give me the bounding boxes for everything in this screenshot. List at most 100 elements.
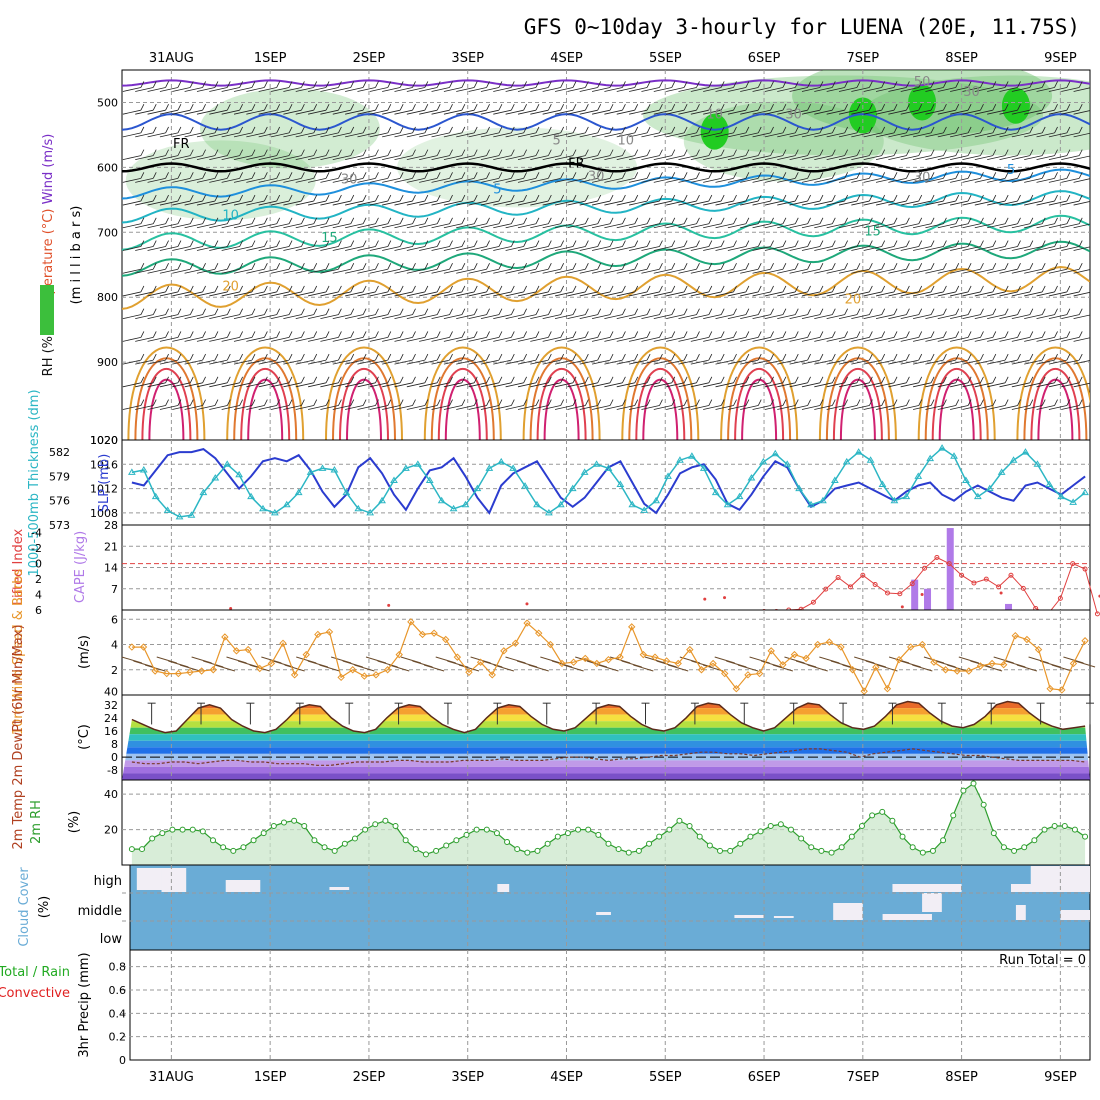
wind-barb-flag <box>313 399 318 406</box>
wind-barb-flag <box>189 104 194 111</box>
wind-barb <box>147 268 166 274</box>
wind-barb <box>666 291 685 297</box>
wind-barb <box>900 268 919 274</box>
wind-barb-flag <box>325 104 330 111</box>
wind-barb-flag <box>782 149 787 156</box>
cape-bar <box>1005 603 1013 610</box>
wind-barb-flag <box>807 194 811 202</box>
wind-barb <box>394 223 413 229</box>
wind-barb-flag <box>683 104 688 111</box>
wind-barb <box>270 382 290 388</box>
wind-barb-flag <box>535 104 540 111</box>
wind-barb-flag <box>943 172 947 179</box>
wind-barb <box>443 314 462 320</box>
wind-barb-flag <box>547 149 552 156</box>
wind-barb-flag <box>424 126 429 134</box>
wind-barb-flag <box>980 126 984 134</box>
rh-point <box>331 847 338 854</box>
wind-barb <box>468 336 487 342</box>
wind-barb-flag <box>831 240 836 247</box>
wind-barb-flag <box>226 240 231 247</box>
wind-barb-flag <box>683 376 688 384</box>
wind-barb <box>764 177 784 183</box>
wind-barb-flag <box>177 104 182 111</box>
wind-barb <box>382 200 401 206</box>
wind-barb <box>517 132 537 138</box>
wind-barb-flag <box>498 81 503 88</box>
rh-point <box>230 847 237 854</box>
wind-barb <box>950 200 969 206</box>
wind-barb <box>950 87 969 92</box>
wind-barb-flag <box>486 126 490 134</box>
wind-barb-flag <box>189 172 194 179</box>
wind-barb <box>598 664 619 672</box>
wind-barb <box>443 177 462 183</box>
wind-barb <box>1024 109 1043 115</box>
wind-barb <box>925 314 944 320</box>
wind-barb <box>875 314 895 320</box>
wind-barb-flag <box>1054 172 1058 179</box>
wind-barb-flag <box>708 81 713 88</box>
wind-barb <box>999 268 1018 274</box>
contour-label: 20 <box>845 293 862 308</box>
wind-barb <box>258 382 277 388</box>
wind-barb <box>493 109 512 115</box>
rh-point <box>980 801 987 808</box>
wind-barb <box>604 177 623 183</box>
wind-barb <box>764 109 784 115</box>
wind-barb <box>962 223 981 229</box>
rh-point <box>1041 826 1048 833</box>
contour-label: 5 <box>493 182 501 197</box>
wind-barb-flag <box>288 126 293 134</box>
wind-barb <box>641 200 660 206</box>
wind-barb-flag <box>338 263 342 270</box>
wind-barb <box>703 291 722 297</box>
wind-barb <box>851 223 870 229</box>
thickness-point <box>1069 498 1078 505</box>
wind-barb-flag <box>140 376 145 384</box>
wind-barb-flag <box>597 263 602 270</box>
wind-barb <box>912 223 932 229</box>
wind-barb <box>900 405 919 410</box>
wind-speed-point <box>767 647 775 655</box>
wind-barb-flag <box>831 149 836 156</box>
wind-barb <box>307 223 327 229</box>
wind-barb <box>629 246 648 251</box>
wind-barb <box>382 132 401 138</box>
wind-barb <box>209 268 228 274</box>
wind-barb <box>493 155 512 161</box>
wind-barb-flag <box>239 81 244 88</box>
wind-barb <box>715 177 734 183</box>
wind-barb <box>1073 291 1090 297</box>
wind-barb-flag <box>387 285 392 293</box>
wind-barb-flag <box>461 172 466 179</box>
wind-barb-flag <box>967 263 972 270</box>
temperature-contour <box>122 168 1090 200</box>
wind-barb <box>295 382 314 388</box>
wind-barb <box>357 246 376 251</box>
wind-barb <box>1036 109 1055 115</box>
bottom-date-label: 6SEP <box>748 1070 781 1085</box>
wind-barb <box>950 177 969 183</box>
wind-barb-flag <box>226 376 231 384</box>
wind-barb <box>159 268 179 274</box>
wind-barb <box>1011 109 1030 115</box>
wind-barb-flag <box>214 263 219 270</box>
wind-barb-flag <box>1029 263 1034 270</box>
wind-barb-flag <box>807 172 811 179</box>
wind-barb-flag <box>510 81 515 88</box>
wind-barb <box>937 382 956 388</box>
wind-barb-flag <box>375 263 379 270</box>
wind-barb <box>406 177 425 183</box>
wind-barb <box>567 405 586 410</box>
thickness-point <box>485 464 494 471</box>
wind-barb <box>999 177 1018 183</box>
wind-barb-flag <box>918 217 923 224</box>
wind-barb <box>480 155 500 161</box>
rh-point <box>1051 823 1058 830</box>
wind-barb-flag <box>140 149 145 156</box>
thickness-point <box>771 449 780 457</box>
wind-barb <box>925 382 944 388</box>
wind-barb-flag <box>1017 263 1021 270</box>
wind-barb <box>715 268 734 274</box>
